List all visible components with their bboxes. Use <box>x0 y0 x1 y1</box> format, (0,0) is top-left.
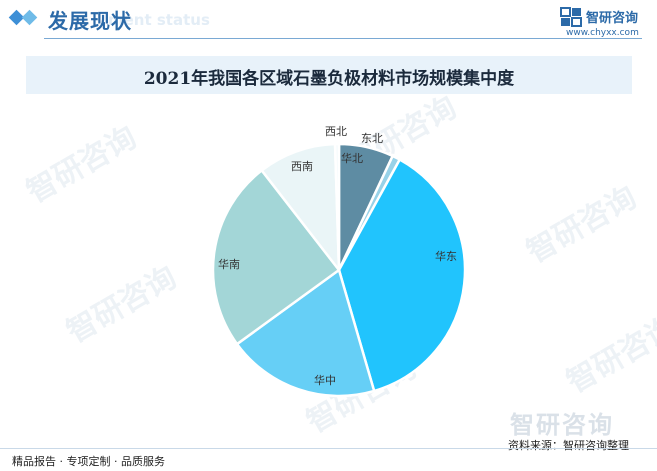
slice-label: 东北 <box>361 132 383 145</box>
header-title: 发展现状 <box>48 9 132 33</box>
page-header: ment status 发展现状 智研咨询 www.chyxx.com <box>0 0 657 40</box>
slice-label: 华中 <box>314 373 336 387</box>
slice-label: 华东 <box>435 249 457 263</box>
pie-slice-4 <box>211 168 341 346</box>
header-subtitle: ment status <box>108 11 210 29</box>
brand-name: 智研咨询 <box>586 11 639 26</box>
slice-label: 华北 <box>341 151 363 165</box>
brand-logo-icon <box>560 7 582 27</box>
footer-logo: 智研咨询 <box>510 411 614 439</box>
header-divider <box>44 38 642 39</box>
pie-slice-5 <box>260 142 341 274</box>
chart-title-bar: 2021年我国各区域石墨负极材料市场规模集中度 <box>26 56 632 94</box>
chart-title: 2021年我国各区域石墨负极材料市场规模集中度 <box>143 69 515 89</box>
brand-url: www.chyxx.com <box>566 28 639 38</box>
slice-label: 西北 <box>325 125 347 138</box>
pie-slice-6 <box>333 142 341 271</box>
source-note: 资料来源：智研咨询整理 <box>508 439 629 452</box>
footer-slogan: 精品报告 · 专项定制 · 品质服务 <box>12 455 165 468</box>
footer-divider <box>0 448 657 449</box>
pie-slice-2 <box>337 157 467 393</box>
pie-slice-3 <box>235 267 376 398</box>
slice-label: 西南 <box>291 160 313 173</box>
slice-label: 华南 <box>218 257 240 271</box>
